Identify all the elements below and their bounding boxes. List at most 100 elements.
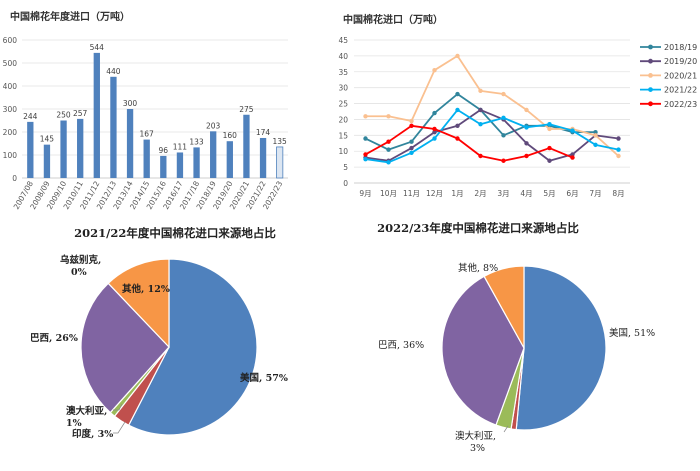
pie-slice-4 — [80, 282, 170, 414]
line-point — [386, 147, 391, 152]
line-y-tick-label: 15 — [338, 131, 348, 140]
pie-label: 其他, 12% — [122, 283, 170, 295]
line-x-tick-label: 1月 — [451, 189, 463, 198]
pie-chart-2022-23: 2022/23年度中国棉花进口来源地占比 美国, 51% 澳大利亚,3% 巴西, 3… — [377, 221, 655, 454]
bar — [226, 141, 233, 178]
bar-value-label: 244 — [23, 112, 38, 121]
line-point — [478, 153, 483, 159]
pie-label: 印度, 3% — [72, 428, 113, 440]
line-point — [432, 129, 437, 135]
line-point — [386, 139, 391, 144]
line-x-tick-label: 6月 — [566, 189, 578, 198]
bar — [93, 52, 100, 178]
line-point — [409, 139, 414, 144]
line-y-tick-label: 10 — [338, 147, 348, 156]
line-point — [547, 158, 552, 163]
bar-value-label: 440 — [106, 67, 121, 76]
bar — [143, 139, 150, 178]
bar-value-label: 96 — [159, 146, 169, 155]
line-point — [455, 123, 460, 128]
line-point — [616, 147, 621, 152]
line-point — [363, 156, 368, 162]
bar — [27, 121, 34, 178]
legend-marker — [648, 44, 653, 50]
line-point — [524, 125, 529, 130]
line-point — [363, 152, 368, 157]
line-point — [409, 150, 414, 156]
line-point — [593, 133, 598, 138]
line-y-tick-label: 25 — [338, 100, 348, 109]
line-series-2022-23 — [365, 124, 573, 162]
line-point — [386, 114, 391, 119]
line-point — [593, 142, 598, 148]
line-x-tick-label: 8月 — [612, 189, 624, 198]
bar-value-label: 250 — [56, 111, 71, 120]
line-chart: 中国棉花进口（万吨） 0 5 10 15 20 25 30 35 40 45 9月 10月 11月 12… — [338, 13, 697, 198]
legend-label: 2021/22 — [664, 86, 697, 95]
line-point — [386, 160, 391, 165]
line-point — [363, 136, 368, 141]
line-point — [432, 126, 437, 132]
line-y-tick-label: 30 — [338, 84, 348, 93]
bar — [110, 76, 117, 178]
line-point — [524, 107, 529, 113]
legend-label: 2019/20 — [664, 57, 697, 66]
bar-value-label: 145 — [40, 135, 55, 144]
pie-slice-1 — [515, 265, 607, 431]
line-point — [570, 128, 575, 133]
bar — [193, 147, 200, 178]
pie-label-value: 3% — [470, 443, 485, 454]
line-point — [616, 153, 621, 159]
bar-y-tick-label: 600 — [3, 36, 18, 45]
pie2-title: 2022/23年度中国棉花进口来源地占比 — [377, 221, 579, 235]
bar-value-label: 257 — [73, 109, 88, 118]
line-point — [432, 110, 437, 116]
legend-marker — [648, 73, 653, 78]
pie-label: 澳大利亚, — [455, 430, 496, 442]
bar-value-label: 275 — [239, 105, 254, 114]
legend-marker — [648, 101, 653, 107]
pie-label: 巴西, 26% — [30, 333, 78, 344]
bar-value-label: 160 — [223, 131, 238, 140]
line-point — [501, 133, 506, 138]
line-point — [547, 145, 552, 151]
line-x-tick-label: 7月 — [589, 189, 601, 198]
pie-leader-line — [113, 403, 123, 411]
line-point — [363, 114, 368, 119]
line-point — [409, 145, 414, 151]
bar-y-tick-label: 500 — [3, 59, 18, 68]
line-point — [432, 136, 437, 141]
line-point — [409, 123, 414, 128]
line-point — [478, 107, 483, 113]
bar — [60, 120, 67, 178]
line-y-tick-label: 20 — [338, 115, 348, 124]
bar — [210, 131, 217, 178]
line-x-tick-label: 5月 — [543, 189, 555, 198]
bar-value-label: 111 — [173, 142, 188, 151]
pie-label: 其他, 8% — [458, 262, 498, 274]
line-series-2018-19 — [365, 93, 596, 151]
pie-chart-2021-22: 2021/22年度中国棉花进口来源地占比 美国, 57% 印度, 3% 澳大利亚,1… — [30, 226, 288, 440]
line-point — [570, 152, 575, 157]
legend-label: 2020/21 — [664, 71, 697, 80]
legend-marker — [648, 58, 653, 64]
line-chart-title: 中国棉花进口（万吨） — [343, 13, 443, 26]
pie1-title: 2021/22年度中国棉花进口来源地占比 — [74, 226, 276, 240]
line-point — [501, 115, 506, 121]
legend-label: 2022/23 — [664, 100, 697, 109]
line-x-tick-label: 11月 — [403, 189, 420, 198]
line-x-tick-label: 10月 — [380, 189, 397, 198]
line-x-tick-label: 9月 — [359, 189, 371, 198]
line-point — [501, 158, 506, 163]
pie-label: 巴西, 36% — [378, 340, 424, 351]
bar — [77, 118, 84, 178]
bar-chart: 中国棉花年度进口（万吨） 0 100 200 300 400 500 600 244 145 2… — [3, 10, 288, 211]
line-point — [455, 107, 460, 113]
bar-y-tick-label: 100 — [3, 151, 18, 160]
bar — [160, 155, 167, 178]
pie-leader-line — [503, 425, 509, 433]
bar-value-label: 167 — [140, 130, 155, 139]
line-point — [478, 88, 483, 94]
line-point — [570, 155, 575, 160]
line-series-2021-22 — [365, 109, 619, 164]
